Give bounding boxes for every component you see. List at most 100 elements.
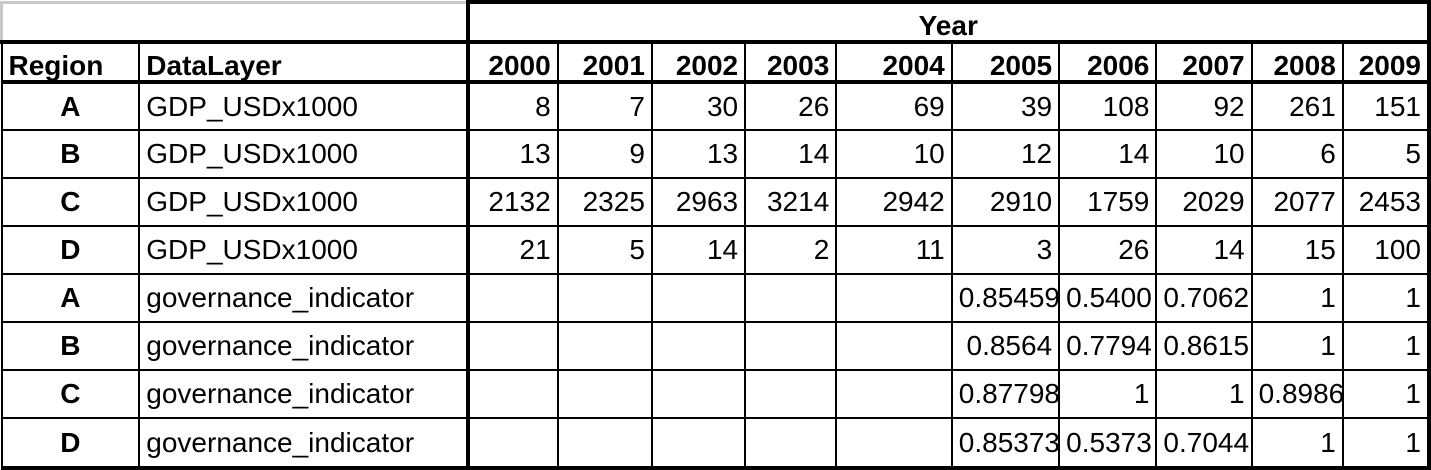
value-cell[interactable]: 3: [951, 226, 1061, 275]
value-cell[interactable]: 0.8615: [1156, 322, 1253, 371]
year-column-header[interactable]: 2001: [557, 42, 653, 84]
value-cell[interactable]: 10: [1156, 130, 1253, 179]
value-cell[interactable]: 151: [1342, 82, 1431, 131]
value-cell[interactable]: 14: [745, 130, 838, 179]
value-cell[interactable]: 5: [1342, 130, 1431, 179]
value-cell[interactable]: 8: [467, 82, 559, 131]
year-column-header[interactable]: 2005: [951, 42, 1061, 84]
value-cell[interactable]: [467, 418, 559, 470]
year-column-header[interactable]: 2009: [1342, 42, 1431, 84]
value-cell[interactable]: 100: [1342, 226, 1431, 275]
value-cell[interactable]: 2942: [836, 178, 953, 227]
region-cell[interactable]: A: [0, 274, 141, 323]
datalayer-column-header[interactable]: DataLayer: [139, 42, 470, 84]
datalayer-cell[interactable]: governance_indicator: [139, 322, 470, 371]
year-header-cell[interactable]: Year: [467, 0, 1431, 44]
value-cell[interactable]: 2: [745, 226, 838, 275]
value-cell[interactable]: [467, 322, 559, 371]
value-cell[interactable]: [557, 274, 653, 323]
region-cell[interactable]: B: [0, 130, 141, 179]
value-cell[interactable]: 1: [1342, 418, 1431, 470]
value-cell[interactable]: 0.8986: [1251, 370, 1344, 419]
value-cell[interactable]: [557, 322, 653, 371]
value-cell[interactable]: 0.5400: [1059, 274, 1158, 323]
region-column-header[interactable]: Region: [0, 42, 141, 84]
value-cell[interactable]: 2325: [557, 178, 653, 227]
value-cell[interactable]: 1: [1342, 274, 1431, 323]
value-cell[interactable]: [651, 274, 747, 323]
datalayer-cell[interactable]: governance_indicator: [139, 274, 470, 323]
value-cell[interactable]: 14: [651, 226, 747, 275]
value-cell[interactable]: [745, 370, 838, 419]
value-cell[interactable]: 0.87798: [951, 370, 1061, 419]
value-cell[interactable]: 1: [1156, 370, 1253, 419]
value-cell[interactable]: 11: [836, 226, 953, 275]
value-cell[interactable]: 14: [1156, 226, 1253, 275]
value-cell[interactable]: [651, 418, 747, 470]
value-cell[interactable]: 9: [557, 130, 653, 179]
value-cell[interactable]: 2029: [1156, 178, 1253, 227]
region-cell[interactable]: B: [0, 322, 141, 371]
value-cell[interactable]: 15: [1251, 226, 1344, 275]
year-column-header[interactable]: 2004: [836, 42, 953, 84]
value-cell[interactable]: [836, 274, 953, 323]
value-cell[interactable]: 0.85373: [951, 418, 1061, 470]
value-cell[interactable]: 6: [1251, 130, 1344, 179]
datalayer-cell[interactable]: GDP_USDx1000: [139, 82, 470, 131]
value-cell[interactable]: [557, 418, 653, 470]
value-cell[interactable]: 13: [467, 130, 559, 179]
value-cell[interactable]: [836, 322, 953, 371]
value-cell[interactable]: 1: [1342, 322, 1431, 371]
value-cell[interactable]: 108: [1059, 82, 1158, 131]
value-cell[interactable]: 2132: [467, 178, 559, 227]
value-cell[interactable]: 69: [836, 82, 953, 131]
value-cell[interactable]: 39: [951, 82, 1061, 131]
datalayer-cell[interactable]: GDP_USDx1000: [139, 130, 470, 179]
region-cell[interactable]: D: [0, 418, 141, 470]
value-cell[interactable]: 0.85459: [951, 274, 1061, 323]
year-column-header[interactable]: 2006: [1059, 42, 1158, 84]
value-cell[interactable]: 92: [1156, 82, 1253, 131]
datalayer-cell[interactable]: governance_indicator: [139, 370, 470, 419]
value-cell[interactable]: 5: [557, 226, 653, 275]
value-cell[interactable]: 1: [1251, 274, 1344, 323]
value-cell[interactable]: [651, 370, 747, 419]
value-cell[interactable]: [745, 274, 838, 323]
value-cell[interactable]: 0.7062: [1156, 274, 1253, 323]
value-cell[interactable]: 0.5373: [1059, 418, 1158, 470]
region-cell[interactable]: D: [0, 226, 141, 275]
year-column-header[interactable]: 2003: [745, 42, 838, 84]
year-column-header[interactable]: 2007: [1156, 42, 1253, 84]
year-column-header[interactable]: 2000: [467, 42, 559, 84]
region-cell[interactable]: A: [0, 82, 141, 131]
corner-cell[interactable]: [0, 0, 470, 44]
year-column-header[interactable]: 2002: [651, 42, 747, 84]
value-cell[interactable]: [467, 274, 559, 323]
year-column-header[interactable]: 2008: [1251, 42, 1344, 84]
value-cell[interactable]: [467, 370, 559, 419]
value-cell[interactable]: 3214: [745, 178, 838, 227]
value-cell[interactable]: 2963: [651, 178, 747, 227]
value-cell[interactable]: 7: [557, 82, 653, 131]
datalayer-cell[interactable]: governance_indicator: [139, 418, 470, 470]
value-cell[interactable]: 2453: [1342, 178, 1431, 227]
value-cell[interactable]: 2077: [1251, 178, 1344, 227]
value-cell[interactable]: 1: [1251, 322, 1344, 371]
datalayer-cell[interactable]: GDP_USDx1000: [139, 226, 470, 275]
datalayer-cell[interactable]: GDP_USDx1000: [139, 178, 470, 227]
value-cell[interactable]: 261: [1251, 82, 1344, 131]
value-cell[interactable]: 12: [951, 130, 1061, 179]
value-cell[interactable]: 1: [1059, 370, 1158, 419]
value-cell[interactable]: 0.8564: [951, 322, 1061, 371]
value-cell[interactable]: 0.7794: [1059, 322, 1158, 371]
value-cell[interactable]: 26: [1059, 226, 1158, 275]
value-cell[interactable]: [836, 418, 953, 470]
value-cell[interactable]: [651, 322, 747, 371]
region-cell[interactable]: C: [0, 178, 141, 227]
value-cell[interactable]: 30: [651, 82, 747, 131]
value-cell[interactable]: 21: [467, 226, 559, 275]
value-cell[interactable]: 10: [836, 130, 953, 179]
value-cell[interactable]: 13: [651, 130, 747, 179]
value-cell[interactable]: 2910: [951, 178, 1061, 227]
value-cell[interactable]: 0.7044: [1156, 418, 1253, 470]
